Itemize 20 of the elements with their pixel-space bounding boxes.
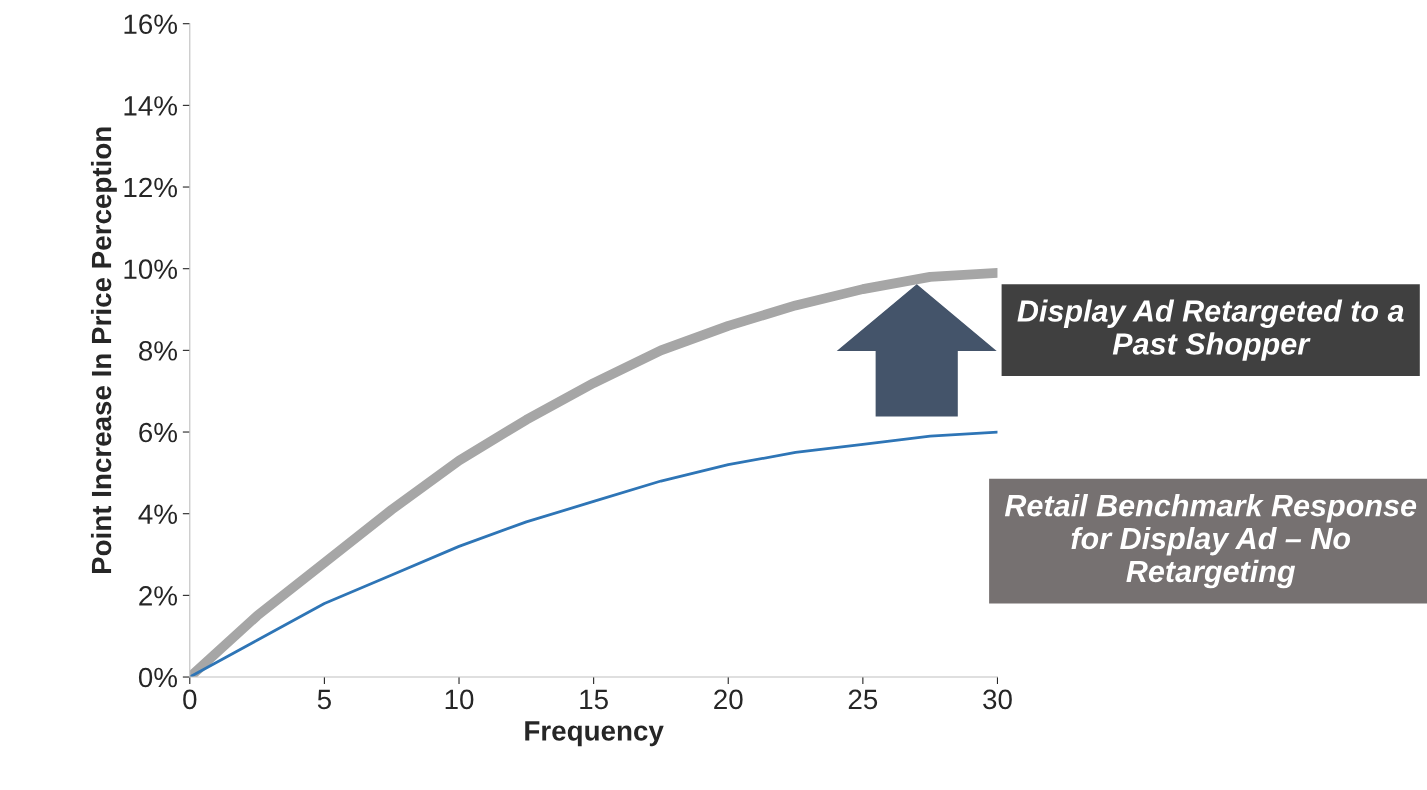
text: Retail Benchmark Response for Display Ad – No Retargeting: [1004, 493, 1417, 589]
x-tick-label: 0: [183, 689, 197, 710]
y-tick-label: 8%: [139, 341, 177, 361]
y-tick-label: 0%: [138, 667, 177, 688]
y-tick-label: 2%: [139, 586, 177, 606]
y-tick-label: 6%: [139, 422, 177, 443]
x-tick-label: 10: [445, 689, 474, 710]
series-label: Display Ad Retargeted to a Past Shopper: [1017, 299, 1404, 361]
x-axis-title: Frequency: [525, 721, 664, 747]
y-tick-label: 14%: [124, 96, 177, 116]
x-tick-label: 20: [714, 689, 743, 710]
y-tick-label: 12%: [124, 177, 177, 198]
x-tick-label: 15: [580, 689, 608, 710]
x-tick-label: 30: [983, 689, 1012, 710]
y-axis-title: Point Increase In Price Perception: [90, 127, 117, 574]
y-tick-label: 4%: [138, 504, 177, 524]
y-tick-label: 16%: [124, 14, 177, 35]
x-tick-label: 5: [317, 689, 331, 710]
x-tick-label: 25: [848, 689, 878, 710]
y-tick-label: 10%: [124, 259, 177, 280]
